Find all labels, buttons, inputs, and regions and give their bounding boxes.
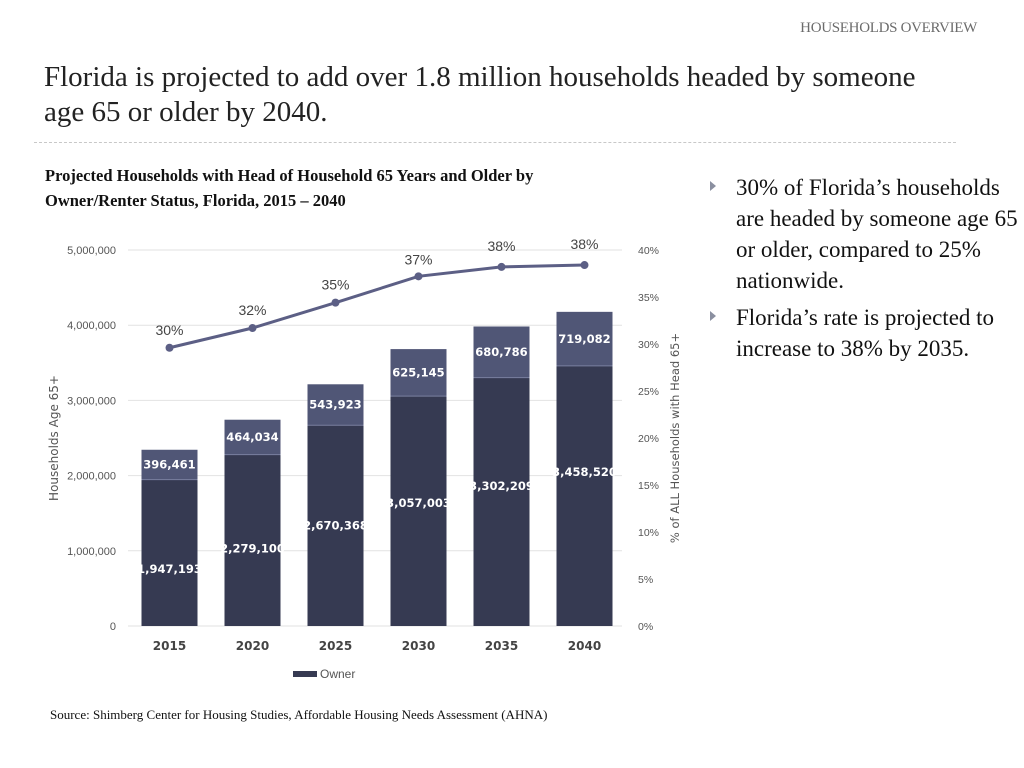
y-axis-title: Households Age 65+ <box>47 375 61 501</box>
x-tick-label: 2030 <box>402 639 435 653</box>
x-tick-label: 2015 <box>153 639 186 653</box>
line-label: 38% <box>570 236 598 252</box>
source-note: Source: Shimberg Center for Housing Stud… <box>50 707 548 722</box>
bar-renter <box>141 449 198 480</box>
legend-swatch-owner <box>293 671 317 677</box>
bar-label-renter: 543,923 <box>309 398 361 412</box>
bar-label-renter: 680,786 <box>475 345 527 359</box>
bullet-arrow-icon <box>710 311 716 321</box>
bar-renter <box>473 326 530 378</box>
y-tick-label: 3,000,000 <box>67 395 116 407</box>
y-tick-label: 4,000,000 <box>67 320 116 332</box>
x-tick-label: 2025 <box>319 639 352 653</box>
section-label: HOUSEHOLDS OVERVIEW <box>800 20 977 36</box>
bar-label-owner: 2,670,368 <box>303 519 368 533</box>
y2-tick-label: 15% <box>638 480 659 492</box>
line-point <box>497 262 506 271</box>
bar-owner <box>307 425 364 626</box>
line-series <box>169 263 585 350</box>
y-tick-label: 2,000,000 <box>67 471 116 483</box>
bullet-list: 30% of Florida’s households are headed b… <box>710 172 1020 370</box>
y-tick-label: 5,000,000 <box>67 245 116 257</box>
chart-title: Projected Households with Head of Househ… <box>45 166 534 210</box>
y2-tick-label: 35% <box>638 292 659 304</box>
x-tick-label: 2020 <box>236 639 269 653</box>
y2-tick-label: 40% <box>638 245 659 257</box>
bar-owner <box>224 454 281 626</box>
line-label: 38% <box>487 238 515 254</box>
bar-label-renter: 719,082 <box>558 332 610 346</box>
y2-tick-label: 30% <box>638 339 659 351</box>
line-label: 35% <box>321 277 349 293</box>
bullet-item: 30% of Florida’s households are headed b… <box>710 172 1020 296</box>
y2-tick-label: 5% <box>638 574 653 586</box>
bar-label-owner: 1,947,193 <box>137 562 202 576</box>
bar-renter <box>390 349 447 397</box>
bullet-text: Florida’s rate is projected to increase … <box>736 305 995 361</box>
line-label: 32% <box>238 302 266 318</box>
line-label: 37% <box>404 251 432 267</box>
line-point <box>331 298 340 307</box>
line-point <box>580 261 589 270</box>
x-tick-label: 2040 <box>568 639 601 653</box>
bar-owner <box>473 377 530 626</box>
y2-tick-label: 20% <box>638 433 659 445</box>
bullet-arrow-icon <box>710 181 716 191</box>
bar-label-owner: 3,458,520 <box>552 465 617 479</box>
bar-owner <box>556 365 613 626</box>
bar-label-renter: 464,034 <box>226 430 278 444</box>
legend-label-owner: Owner <box>320 667 355 681</box>
y2-tick-label: 10% <box>638 527 659 539</box>
slide-title: Florida is projected to add over 1.8 mil… <box>44 61 916 128</box>
bar-owner <box>141 479 198 626</box>
line-point <box>414 272 423 281</box>
bar-owner <box>390 396 447 626</box>
bullet-item: Florida’s rate is projected to increase … <box>710 302 1020 364</box>
line-label: 30% <box>155 322 183 338</box>
bar-label-renter: 396,461 <box>143 458 195 472</box>
x-tick-label: 2035 <box>485 639 518 653</box>
y-tick-label: 1,000,000 <box>67 546 116 558</box>
y2-axis-title: % of ALL Households with Head 65+ <box>668 333 682 543</box>
bullet-text: 30% of Florida’s households are headed b… <box>736 175 1018 293</box>
line-point <box>165 343 174 352</box>
divider <box>34 142 956 143</box>
bar-renter <box>224 419 281 455</box>
bar-label-owner: 3,057,003 <box>386 496 451 510</box>
bar-renter <box>556 311 613 366</box>
bar-label-owner: 2,279,100 <box>220 541 285 555</box>
y2-tick-label: 0% <box>638 621 653 633</box>
bar-renter <box>307 384 364 426</box>
bar-label-owner: 3,302,209 <box>469 479 534 493</box>
bar-label-renter: 625,145 <box>392 366 444 380</box>
line-point <box>248 324 257 333</box>
y-tick-label: 0 <box>110 621 116 633</box>
y2-tick-label: 25% <box>638 386 659 398</box>
